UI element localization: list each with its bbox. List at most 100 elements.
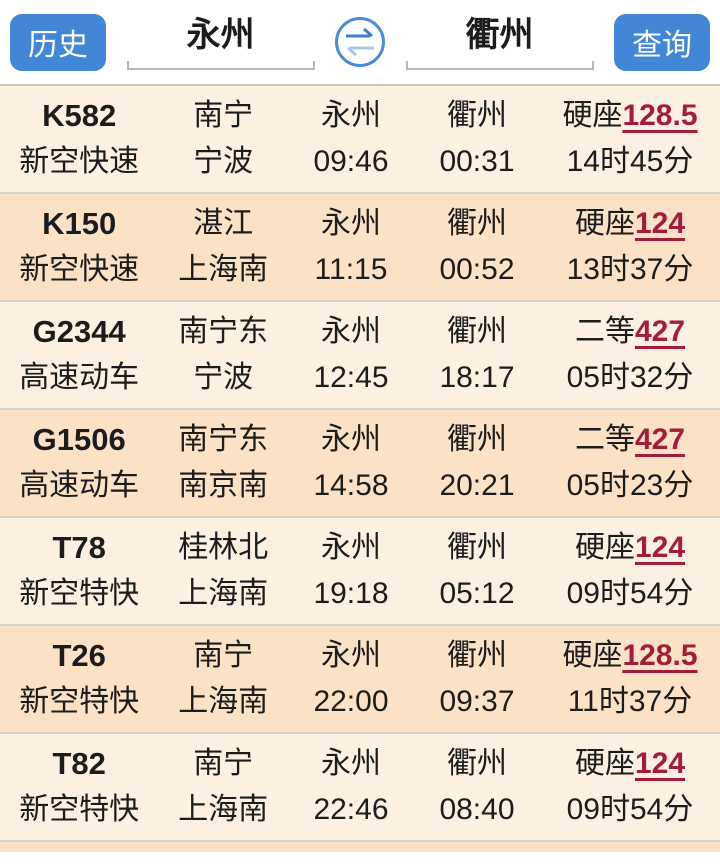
terminus-station: 宁波: [193, 361, 254, 394]
from-station-value: 永州: [186, 15, 255, 54]
from-station-underline: [126, 60, 315, 70]
departure-column: 永州 09:46: [288, 99, 414, 179]
seat-class: 硬座: [562, 639, 623, 672]
train-list: K582 新空快速 南宁 宁波 永州 09:46 衢州 00:31 硬座128.…: [0, 86, 720, 842]
departure-column: 永州 19:18: [288, 531, 414, 611]
arrival-time: 08:40: [439, 793, 515, 826]
arrival-station: 衢州: [446, 423, 507, 456]
terminus-station: 上海南: [178, 793, 269, 826]
route-column: 南宁 上海南: [158, 639, 288, 719]
swap-icon: [346, 27, 374, 57]
train-row[interactable]: G1506 高速动车 南宁东 南京南 永州 14:58 衢州 20:21 二等4…: [0, 410, 720, 518]
departure-time: 12:45: [313, 361, 389, 394]
ticket-price[interactable]: 124: [634, 207, 686, 240]
departure-station: 永州: [320, 423, 381, 456]
train-number: T82: [52, 746, 106, 781]
to-station-value: 衢州: [465, 15, 534, 54]
trip-duration: 05时23分: [566, 469, 694, 502]
arrival-station: 衢州: [446, 99, 507, 132]
ticket-price[interactable]: 427: [634, 423, 686, 456]
route-column: 桂林北 上海南: [158, 531, 288, 611]
seat-and-price: 硬座124: [575, 207, 685, 241]
train-row[interactable]: K582 新空快速 南宁 宁波 永州 09:46 衢州 00:31 硬座128.…: [0, 86, 720, 194]
train-number: T26: [52, 638, 106, 673]
terminus-station: 宁波: [193, 145, 254, 178]
departure-time: 22:46: [313, 793, 389, 826]
arrival-time: 18:17: [439, 361, 515, 394]
fare-column: 硬座128.5 11时37分: [540, 639, 720, 719]
train-row[interactable]: T82 新空特快 南宁 上海南 永州 22:46 衢州 08:40 硬座124 …: [0, 734, 720, 842]
trip-duration: 13时37分: [566, 253, 694, 286]
ticket-price[interactable]: 128.5: [622, 99, 698, 132]
to-station-input[interactable]: 衢州: [405, 15, 594, 70]
arrival-time: 00:31: [439, 145, 515, 178]
train-number: G1506: [32, 422, 126, 457]
origin-station: 南宁东: [178, 423, 269, 456]
ticket-price[interactable]: 427: [634, 315, 686, 348]
ticket-price[interactable]: 124: [634, 531, 686, 564]
fare-column: 硬座128.5 14时45分: [540, 99, 720, 179]
trip-duration: 05时32分: [566, 361, 694, 394]
arrival-time: 09:37: [439, 685, 515, 718]
arrival-time: 05:12: [439, 577, 515, 610]
departure-station: 永州: [320, 639, 381, 672]
train-type: 新空特快: [19, 793, 140, 826]
train-id-column: G1506 高速动车: [0, 423, 158, 503]
train-row[interactable]: K150 新空快速 湛江 上海南 永州 11:15 衢州 00:52 硬座124…: [0, 194, 720, 302]
departure-column: 永州 14:58: [288, 423, 414, 503]
origin-station: 南宁东: [178, 315, 269, 348]
departure-station: 永州: [320, 207, 381, 240]
arrival-station: 衢州: [446, 531, 507, 564]
route-column: 南宁 宁波: [158, 99, 288, 179]
seat-class: 二等: [574, 423, 635, 456]
trip-duration: 14时45分: [566, 145, 694, 178]
train-id-column: G2344 高速动车: [0, 315, 158, 395]
seat-and-price: 硬座128.5: [562, 639, 697, 673]
departure-column: 永州 12:45: [288, 315, 414, 395]
departure-station: 永州: [320, 531, 381, 564]
seat-class: 硬座: [574, 747, 635, 780]
train-id-column: T82 新空特快: [0, 747, 158, 827]
terminus-station: 上海南: [178, 577, 269, 610]
fare-column: 二等427 05时32分: [540, 315, 720, 395]
arrival-column: 衢州 20:21: [414, 423, 540, 503]
departure-time: 11:15: [314, 253, 388, 286]
route-column: 湛江 上海南: [158, 207, 288, 287]
train-id-column: T26 新空特快: [0, 639, 158, 719]
fare-column: 二等427 05时23分: [540, 423, 720, 503]
train-number: G2344: [32, 314, 126, 349]
departure-column: 永州 11:15: [288, 207, 414, 287]
ticket-price[interactable]: 128.5: [622, 639, 698, 672]
arrival-station: 衢州: [446, 747, 507, 780]
train-row[interactable]: T78 新空特快 桂林北 上海南 永州 19:18 衢州 05:12 硬座124…: [0, 518, 720, 626]
seat-class: 硬座: [562, 99, 623, 132]
terminus-station: 上海南: [178, 253, 269, 286]
origin-station: 南宁: [193, 639, 254, 672]
train-number: T78: [52, 530, 106, 565]
from-station-input[interactable]: 永州: [126, 15, 315, 70]
train-type: 高速动车: [19, 361, 140, 394]
origin-station: 南宁: [193, 99, 254, 132]
train-row[interactable]: G2344 高速动车 南宁东 宁波 永州 12:45 衢州 18:17 二等42…: [0, 302, 720, 410]
swap-stations-button[interactable]: [335, 17, 385, 67]
route-column: 南宁东 宁波: [158, 315, 288, 395]
origin-station: 南宁: [193, 747, 254, 780]
departure-column: 永州 22:00: [288, 639, 414, 719]
to-station-underline: [405, 60, 594, 70]
train-row[interactable]: T26 新空特快 南宁 上海南 永州 22:00 衢州 09:37 硬座128.…: [0, 626, 720, 734]
route-column: 南宁东 南京南: [158, 423, 288, 503]
arrival-column: 衢州 00:52: [414, 207, 540, 287]
train-number: K582: [42, 98, 117, 133]
arrival-column: 衢州 08:40: [414, 747, 540, 827]
history-button[interactable]: 历史: [10, 13, 106, 71]
terminus-station: 上海南: [178, 685, 269, 718]
seat-and-price: 二等427: [575, 315, 685, 349]
arrival-station: 衢州: [446, 207, 507, 240]
ticket-price[interactable]: 124: [634, 747, 686, 780]
origin-station: 湛江: [193, 207, 254, 240]
departure-station: 永州: [320, 99, 381, 132]
query-button[interactable]: 查询: [614, 13, 710, 71]
terminus-station: 南京南: [178, 469, 269, 502]
train-type: 高速动车: [19, 469, 140, 502]
departure-column: 永州 22:46: [288, 747, 414, 827]
